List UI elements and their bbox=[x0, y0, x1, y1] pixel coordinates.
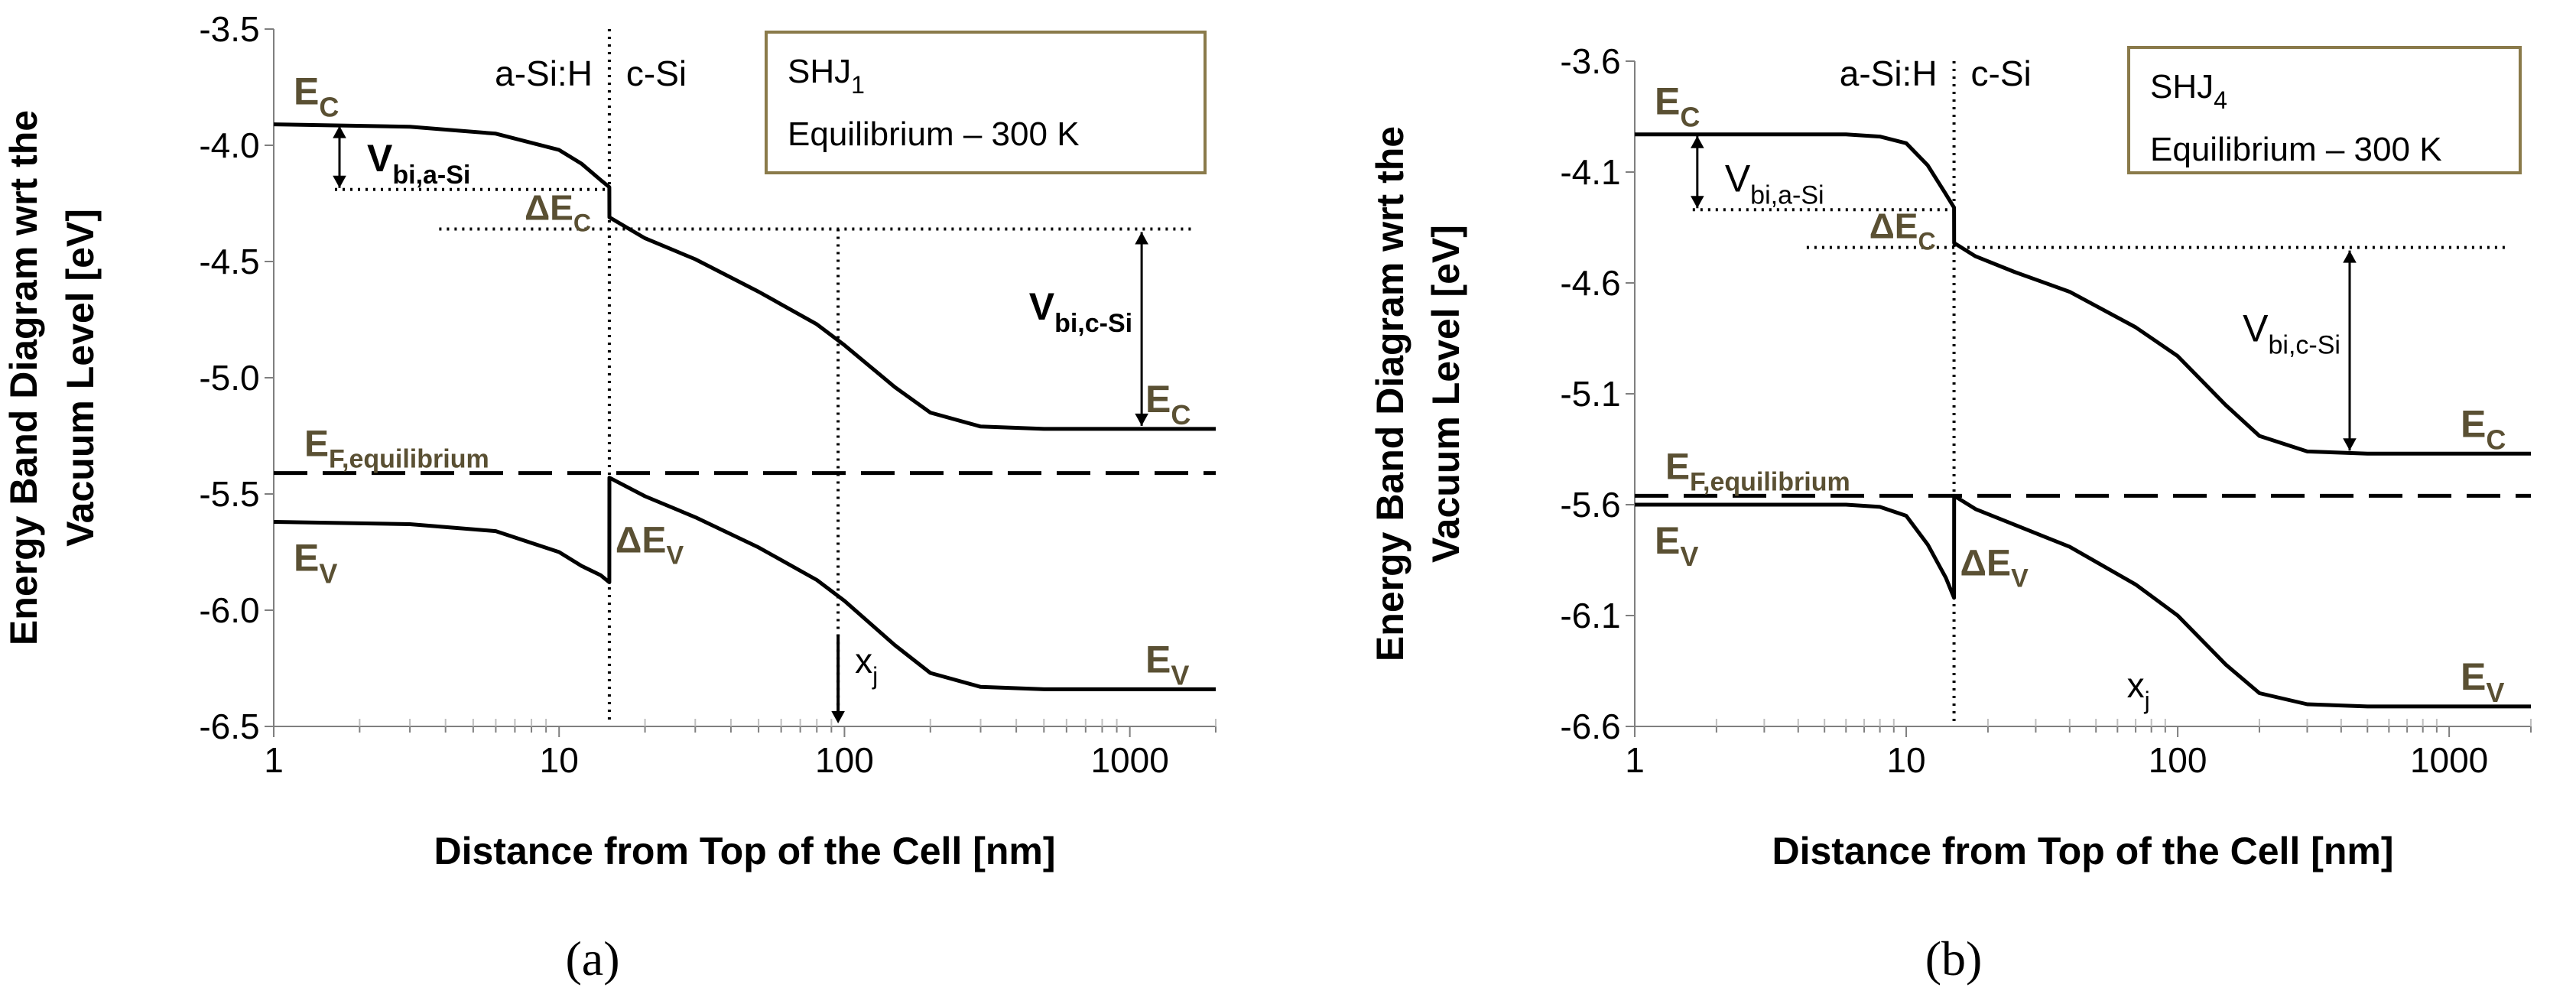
chart-b: -3.6 -4.1 -4.6 -5.1 -5.6 -6.1 -6.61 10 100 1000 Di… bbox=[1369, 41, 2532, 986]
y-tick-label: -5.0 bbox=[199, 358, 259, 398]
label-ec-right: EC bbox=[1145, 378, 1191, 431]
chart-a: -3.5 -4.0 -4.5 -5.0 -5.5 -6.0 -6.51 10 100 1000 Di… bbox=[2, 9, 1217, 986]
vbi-csi-arrowhead-top bbox=[1135, 232, 1148, 245]
label-fermi-level: EF,equilibrium bbox=[1665, 447, 1850, 496]
y-tick-label: -4.5 bbox=[199, 242, 259, 281]
subfigure-label: (a) bbox=[565, 931, 619, 986]
y-tick-label: -5.6 bbox=[1560, 485, 1620, 525]
legend-box bbox=[765, 31, 1207, 174]
label-ev-right: EV bbox=[2461, 655, 2504, 708]
subfigure-label: (b) bbox=[1925, 931, 1983, 986]
y-axis-label-line1: Energy Band Diagram wrt the bbox=[1369, 126, 1411, 661]
y-tick-label: -4.1 bbox=[1560, 152, 1620, 192]
label-ev-right: EV bbox=[1145, 638, 1189, 690]
region-label-csi: c-Si bbox=[626, 54, 687, 93]
vbi-csi-arrowhead-top bbox=[2343, 250, 2357, 263]
x-tick-label: 1 bbox=[1625, 740, 1645, 780]
x-tick-label: 10 bbox=[1886, 740, 1925, 780]
x-tick-label: 100 bbox=[815, 740, 874, 780]
y-tick-label: -5.5 bbox=[199, 474, 259, 514]
vbi-asi-arrowhead-bottom bbox=[333, 175, 346, 188]
legend-title: SHJ4 bbox=[2150, 68, 2227, 114]
y-tick-label: -6.0 bbox=[199, 590, 259, 630]
y-axis-label-line1: Energy Band Diagram wrt the bbox=[2, 110, 45, 645]
y-tick-label: -3.6 bbox=[1560, 41, 1620, 81]
label-xj: xj bbox=[2127, 665, 2150, 714]
region-label-asi: a-Si:H bbox=[495, 54, 593, 93]
region-label-csi: c-Si bbox=[1971, 54, 2032, 93]
y-tick-label: -4.6 bbox=[1560, 263, 1620, 303]
band-ev-line bbox=[1635, 493, 2531, 709]
y-tick-label: -6.1 bbox=[1560, 596, 1620, 635]
label-vbi-csi: Vbi,c-Si bbox=[2243, 307, 2340, 359]
x-tick-label: 1 bbox=[264, 740, 284, 780]
label-delta-ec: ΔEC bbox=[525, 187, 591, 236]
label-delta-ev: ΔEV bbox=[1960, 543, 2029, 593]
x-tick-label: 1000 bbox=[2410, 740, 2488, 780]
y-tick-label: -6.6 bbox=[1560, 707, 1620, 746]
label-ev-left: EV bbox=[1655, 519, 1698, 572]
vbi-asi-arrowhead-top bbox=[1691, 135, 1704, 148]
label-vbi-asi: Vbi,a-Si bbox=[1725, 157, 1824, 210]
label-ec-left: EC bbox=[1655, 80, 1700, 133]
legend-box bbox=[2127, 46, 2522, 174]
label-fermi-level: EF,equilibrium bbox=[304, 424, 489, 474]
vbi-csi-arrowhead-bottom bbox=[1135, 413, 1148, 426]
region-label-asi: a-Si:H bbox=[1840, 54, 1938, 93]
label-delta-ev: ΔEV bbox=[616, 521, 684, 570]
y-axis-label-line2: Vacuum Level [eV] bbox=[59, 209, 102, 547]
label-ev-left: EV bbox=[294, 536, 337, 589]
label-vbi-asi: Vbi,a-Si bbox=[367, 137, 470, 190]
band-ev-line bbox=[273, 476, 1216, 691]
x-tick-label: 10 bbox=[540, 740, 579, 780]
label-delta-ec: ΔEC bbox=[1869, 206, 1936, 255]
x-axis-label: Distance from Top of the Cell [nm] bbox=[1772, 830, 2394, 872]
band-ec-line bbox=[273, 122, 1216, 431]
y-tick-label: -3.5 bbox=[199, 9, 259, 49]
legend-condition: Equilibrium – 300 K bbox=[2150, 131, 2442, 168]
x-tick-label: 100 bbox=[2149, 740, 2207, 780]
label-vbi-csi: Vbi,c-Si bbox=[1029, 285, 1132, 338]
y-tick-label: -4.0 bbox=[199, 125, 259, 165]
y-axis-label-line2: Vacuum Level [eV] bbox=[1424, 225, 1467, 563]
vbi-asi-arrowhead-top bbox=[333, 125, 346, 138]
label-xj: xj bbox=[855, 641, 878, 690]
x-axis-label: Distance from Top of the Cell [nm] bbox=[434, 830, 1056, 872]
legend-condition: Equilibrium – 300 K bbox=[788, 115, 1080, 153]
y-tick-label: -5.1 bbox=[1560, 374, 1620, 414]
vbi-csi-arrowhead-bottom bbox=[2343, 438, 2357, 451]
y-tick-label: -6.5 bbox=[199, 707, 259, 746]
band-ec-line bbox=[1635, 132, 2531, 456]
xj-arrowhead bbox=[831, 711, 845, 723]
vbi-asi-arrowhead-bottom bbox=[1691, 196, 1704, 209]
label-ec-right: EC bbox=[2461, 402, 2506, 455]
label-ec-left: EC bbox=[294, 70, 339, 123]
legend-title: SHJ1 bbox=[788, 53, 865, 99]
x-tick-label: 1000 bbox=[1090, 740, 1168, 780]
